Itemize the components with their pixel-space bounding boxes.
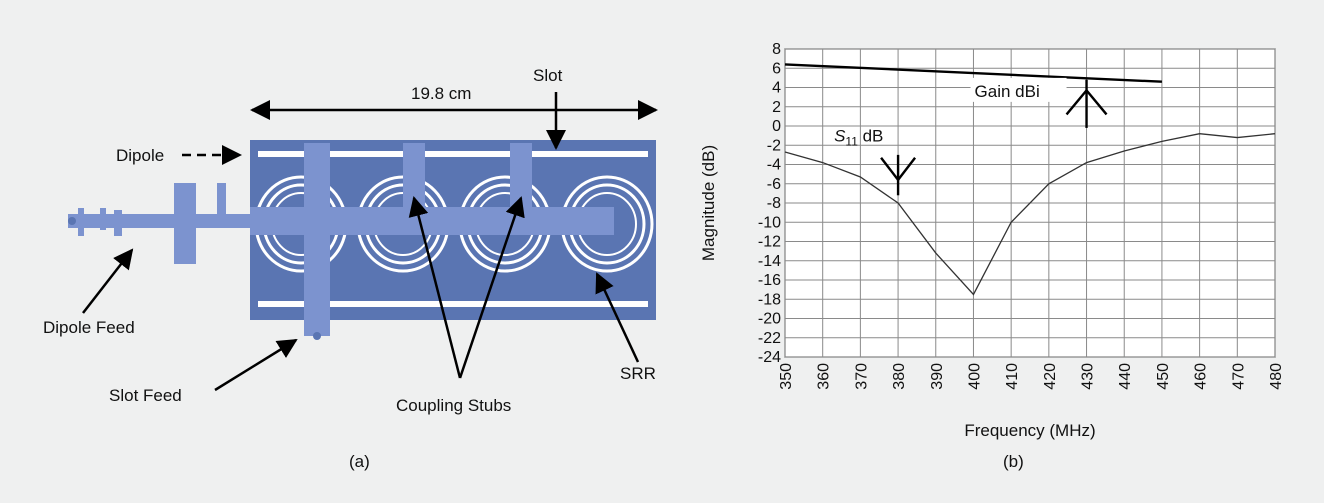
coupling-stub-1	[403, 143, 425, 211]
y-tick-label: -18	[758, 291, 781, 308]
x-tick-label: 360	[816, 363, 833, 390]
feed-stub-a	[78, 208, 84, 236]
feed-stub-b	[100, 208, 106, 230]
y-tick-label: 8	[772, 41, 781, 58]
y-tick-label: -8	[767, 195, 781, 212]
x-tick-label: 370	[853, 363, 870, 390]
y-tick-label: -2	[767, 137, 781, 154]
x-tick-label: 390	[929, 363, 946, 390]
srr-arrow	[595, 272, 640, 363]
feed-stub-c	[114, 210, 122, 236]
slot-feed-arrow	[214, 338, 298, 392]
slot-top	[258, 151, 648, 157]
y-tick-label: 4	[772, 80, 781, 97]
gain-arrow-head	[1065, 88, 1108, 116]
y-axis-label: Magnitude (dB)	[699, 145, 718, 261]
x-tick-label: 420	[1042, 363, 1059, 390]
coupling-stubs-label: Coupling Stubs	[396, 396, 512, 415]
x-tick-label: 350	[778, 363, 795, 390]
s11-label: S11 dB	[834, 126, 883, 148]
y-tick-label: -6	[767, 176, 781, 193]
y-tick-label: -12	[758, 234, 781, 251]
dipole-feed-port	[68, 217, 76, 225]
y-tick-label: -24	[758, 349, 781, 366]
coupling-stub-arrow-2	[458, 196, 525, 379]
feed-block	[174, 183, 196, 264]
magnitude-chart: 350 360 370 380 390 400 410 420 430 440 450 460 470 4…	[699, 41, 1285, 440]
y-tick-label: 0	[772, 118, 781, 135]
dipole-label: Dipole	[116, 146, 165, 165]
chart-axes: 350 360 370 380 390 400 410 420 430 440 450 460 470 4…	[699, 41, 1285, 440]
coupling-stub-2	[510, 143, 532, 211]
x-tick-label: 380	[891, 363, 908, 390]
x-axis-label: Frequency (MHz)	[964, 421, 1095, 440]
caption-b: (b)	[1003, 452, 1024, 471]
chart-series	[784, 63, 1276, 296]
s11-arrow-head	[880, 157, 917, 182]
dipole-feed-label: Dipole Feed	[43, 318, 135, 337]
antenna-diagram	[68, 92, 658, 392]
x-tick-label: 430	[1080, 363, 1097, 390]
x-tick-label: 480	[1268, 363, 1285, 390]
gain-label-bg	[970, 77, 1067, 102]
feed-stub-d	[217, 183, 226, 228]
x-tick-label: 470	[1230, 363, 1247, 390]
x-tick-label: 440	[1117, 363, 1134, 390]
slot-bottom	[258, 301, 648, 307]
metal-traces	[68, 143, 614, 336]
srr-label: SRR	[620, 364, 656, 383]
gain-line	[784, 63, 1162, 83]
y-tick-label: -20	[758, 311, 781, 328]
dimension-label: 19.8 cm	[411, 84, 472, 103]
y-tick-label: 2	[772, 99, 781, 116]
x-tick-label: 400	[966, 363, 983, 390]
gain-label: Gain dBi	[975, 82, 1040, 101]
y-tick-label: -10	[758, 214, 781, 231]
coupling-stub-arrow-1	[408, 196, 462, 379]
chart-annotations: Gain dBi S11 dB	[834, 77, 1108, 196]
slot-feed-port	[313, 332, 321, 340]
slot-label: Slot	[533, 66, 563, 85]
y-tick-label: -4	[767, 157, 781, 174]
caption-a: (a)	[349, 452, 370, 471]
x-tick-label: 450	[1155, 363, 1172, 390]
dipole-feed-line	[68, 214, 250, 228]
x-tick-label: 410	[1004, 363, 1021, 390]
dipole-feed-arrow	[82, 248, 134, 314]
y-tick-label: -16	[758, 272, 781, 289]
slot-feed-label: Slot Feed	[109, 386, 182, 405]
y-tick-label: -14	[758, 253, 781, 270]
s11-line	[784, 133, 1276, 296]
slot-feed-stub	[304, 143, 330, 336]
y-tick-label: -22	[758, 330, 781, 347]
y-tick-label: 6	[772, 60, 781, 77]
x-tick-label: 460	[1193, 363, 1210, 390]
